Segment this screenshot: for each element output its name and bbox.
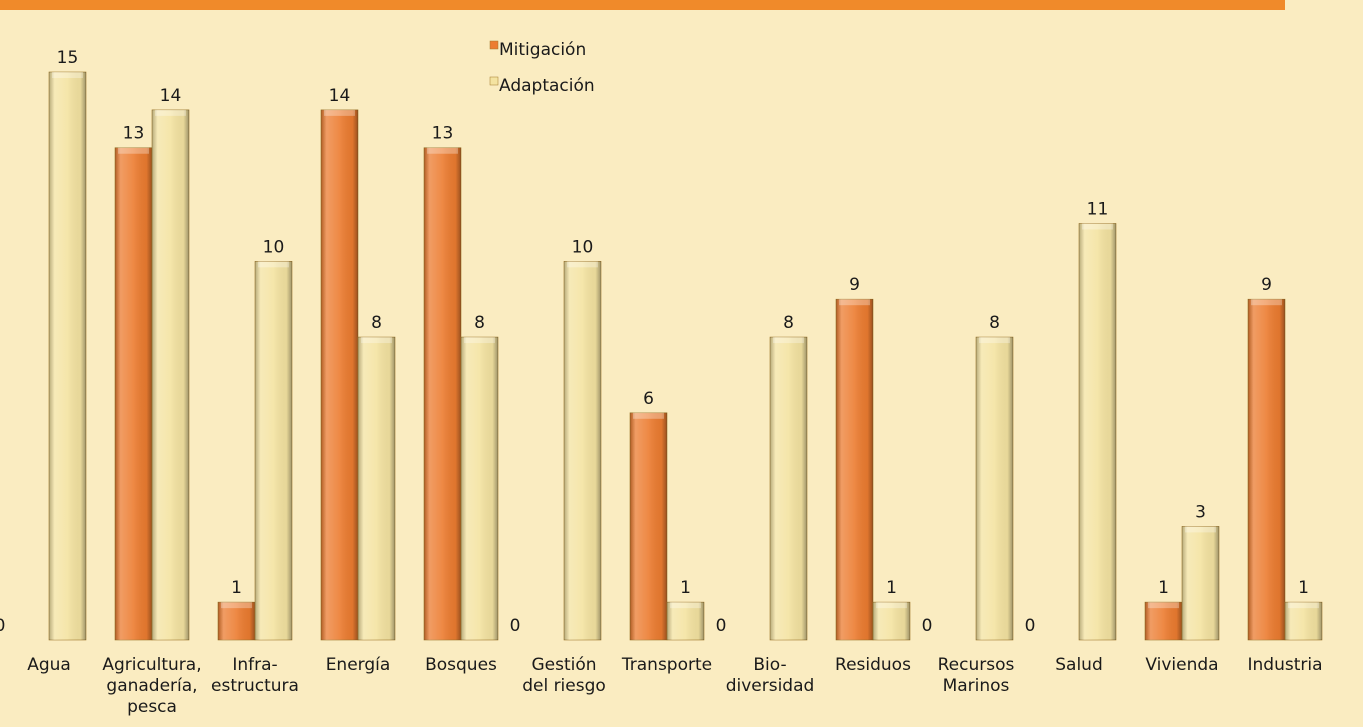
bar <box>460 336 499 641</box>
x-tick-label: Agua <box>27 655 71 675</box>
bar-cap <box>1082 223 1113 230</box>
x-tick-label: Residuos <box>835 655 911 675</box>
data-label: 1 <box>1158 578 1169 598</box>
bar-cap <box>670 602 701 609</box>
data-label: 8 <box>989 313 1000 333</box>
data-label: 8 <box>783 313 794 333</box>
data-label: 15 <box>57 48 79 68</box>
bar <box>563 261 602 641</box>
bar <box>254 261 293 641</box>
data-label: 3 <box>1195 502 1206 522</box>
data-label: 14 <box>160 86 182 106</box>
bar-cap <box>839 299 870 306</box>
legend-label: Mitigación <box>499 40 586 60</box>
data-label: 10 <box>572 237 594 257</box>
data-label: 9 <box>1261 275 1272 295</box>
bar <box>835 298 874 641</box>
bar-cap <box>1148 602 1179 609</box>
data-label: 13 <box>432 124 454 144</box>
bar <box>357 336 396 641</box>
top-band <box>0 0 1285 10</box>
x-tick-label: Recursos Marinos <box>937 655 1015 696</box>
x-tick-label: Bosques <box>425 655 497 675</box>
data-label: 10 <box>263 237 285 257</box>
bar <box>114 147 153 641</box>
bar <box>48 71 87 641</box>
bar-cap <box>52 72 83 78</box>
bar-cap <box>1185 526 1216 533</box>
bar-cap <box>427 147 458 154</box>
x-tick-label: Industria <box>1247 655 1323 675</box>
bar-cap <box>979 337 1010 344</box>
legend-swatch <box>489 40 499 50</box>
x-tick-label: Vivienda <box>1145 655 1219 675</box>
x-tick-label: Bio- diversidad <box>725 655 815 696</box>
data-label: 9 <box>849 275 860 295</box>
bar-cap <box>155 109 186 116</box>
bar-cap <box>567 261 598 268</box>
bar <box>769 336 808 641</box>
bar-cap <box>876 602 907 609</box>
x-tick-label: Agricultura, ganadería, pesca <box>102 655 202 717</box>
x-tick-label: Transporte <box>621 655 713 675</box>
data-label: 0 <box>922 616 933 636</box>
bar <box>1078 223 1117 641</box>
data-label: 1 <box>886 578 897 598</box>
x-tick-label: Energía <box>325 655 391 675</box>
data-label: 1 <box>680 578 691 598</box>
bar-cap <box>773 337 804 344</box>
data-label: 1 <box>1298 578 1309 598</box>
data-label: 1 <box>231 578 242 598</box>
bar-cap <box>1251 299 1282 306</box>
bar <box>151 109 190 641</box>
bar-cap <box>258 261 289 268</box>
x-tick-label: Infra- estructura <box>211 655 299 696</box>
bar <box>320 109 359 641</box>
data-label: 6 <box>643 389 654 409</box>
bar <box>1181 526 1220 641</box>
data-label: 0 <box>1025 616 1036 636</box>
bar-cap <box>1288 602 1319 609</box>
data-label: 8 <box>474 313 485 333</box>
bar <box>975 336 1014 641</box>
bar-cap <box>324 109 355 116</box>
data-label: 0 <box>716 616 727 636</box>
data-label: 11 <box>1087 199 1109 219</box>
x-tick-label: Gestión del riesgo <box>522 655 606 696</box>
bar-cap <box>118 147 149 154</box>
x-tick-label: Salud <box>1055 655 1103 675</box>
bar-cap <box>464 337 495 344</box>
bar-cap <box>633 412 664 419</box>
bar-cap <box>221 602 252 609</box>
data-label: 0 <box>510 616 521 636</box>
bar <box>1247 298 1286 641</box>
data-label: 8 <box>371 313 382 333</box>
legend-swatch <box>489 76 499 86</box>
data-label: 13 <box>123 124 145 144</box>
data-label: 0 <box>0 616 5 636</box>
bar <box>629 412 668 641</box>
legend-label: Adaptación <box>499 76 595 96</box>
bar <box>423 147 462 641</box>
bar-cap <box>361 337 392 344</box>
data-label: 14 <box>329 86 351 106</box>
